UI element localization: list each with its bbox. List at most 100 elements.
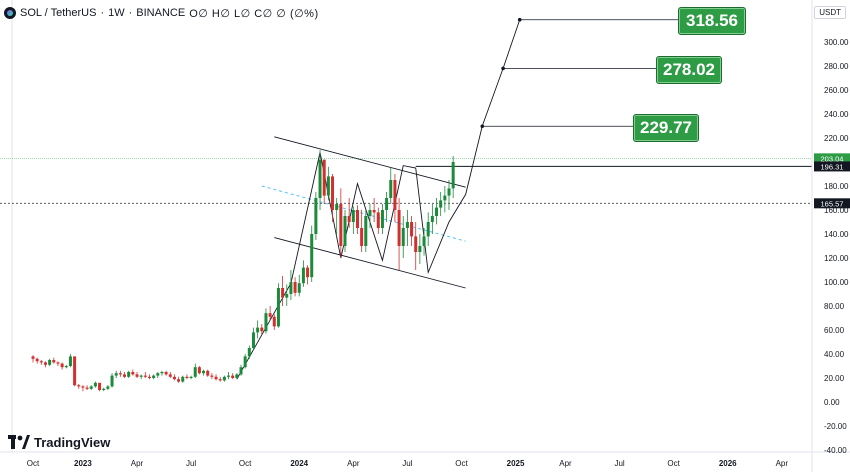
candle-body — [264, 313, 268, 332]
candle-body — [218, 379, 222, 381]
y-tick-label: 60.00 — [824, 326, 845, 335]
target-label-318: 318.56 — [678, 7, 746, 35]
candle-body — [443, 195, 447, 201]
candle-body — [343, 216, 347, 246]
price-tag-bg — [814, 198, 850, 209]
candle-body — [314, 198, 318, 234]
candle-body — [168, 374, 172, 377]
candle-body — [202, 370, 206, 374]
candle-body — [43, 362, 47, 365]
exchange-label: BINANCE — [136, 7, 186, 19]
symbol-header[interactable]: SOL / TetherUS · 1W · BINANCE O∅ H∅ L∅ C… — [4, 4, 323, 22]
y-tick-label: 280.00 — [824, 62, 849, 71]
candle-body — [426, 222, 430, 237]
candle-body — [239, 367, 243, 375]
y-tick-label: 0.00 — [824, 398, 840, 407]
drawing-lines — [0, 17, 812, 380]
candle-body — [372, 210, 376, 213]
candle-body — [335, 204, 339, 210]
candle-body — [389, 180, 393, 198]
candle-body — [376, 212, 380, 228]
candle-body — [410, 222, 414, 237]
candle-body — [385, 198, 389, 210]
candle-body — [260, 327, 264, 332]
candle-body — [110, 375, 114, 387]
candle-body — [251, 332, 255, 348]
candle-body — [272, 316, 276, 327]
candle-body — [143, 375, 147, 377]
candle-body — [331, 176, 335, 210]
candle-body — [326, 176, 330, 196]
candle-body — [247, 348, 251, 357]
candle-body — [73, 356, 77, 386]
x-tick-label: Apr — [559, 459, 572, 468]
y-tick-label: -20.00 — [824, 422, 847, 431]
candle-body — [131, 372, 135, 375]
candle-body — [147, 376, 151, 378]
price-tag-label: 165.57 — [821, 199, 844, 208]
candle-body — [422, 236, 426, 246]
tradingview-logo-text: TradingView — [34, 434, 111, 450]
candle-body — [77, 385, 81, 387]
candle-body — [243, 356, 247, 368]
candle-body — [164, 372, 168, 375]
candle-body — [64, 366, 68, 368]
candle-body — [285, 294, 289, 298]
target-dot — [480, 124, 485, 129]
candle-body — [135, 374, 139, 377]
candle-body — [276, 288, 280, 327]
candle-body — [306, 267, 310, 278]
candle-body — [81, 386, 85, 388]
candle-body — [189, 376, 193, 378]
tradingview-logo[interactable]: TradingView — [8, 433, 110, 451]
candle-body — [281, 288, 285, 298]
candle-body — [318, 159, 322, 198]
candle-body — [160, 372, 164, 374]
y-tick-label: 40.00 — [824, 350, 845, 359]
candle-body — [181, 376, 185, 382]
candle-body — [118, 373, 122, 375]
candle-body — [439, 200, 443, 208]
candle-body — [414, 236, 418, 252]
y-tick-label: 120.00 — [824, 254, 849, 263]
x-tick-label: 2026 — [719, 459, 737, 468]
candle-body — [289, 282, 293, 294]
target-label-278: 278.02 — [656, 56, 722, 84]
price-tag-bg — [814, 153, 850, 164]
candle-body — [435, 207, 439, 216]
x-tick-label: Oct — [27, 459, 40, 468]
candle-body — [156, 373, 160, 376]
price-tag-label: 196.31 — [821, 162, 844, 171]
candle-body — [368, 210, 372, 216]
y-tick-label: 260.00 — [824, 86, 849, 95]
candle-body — [56, 362, 60, 364]
y-tick-label: 220.00 — [824, 134, 849, 143]
channel-upper-line — [274, 136, 466, 188]
candle-body — [451, 162, 455, 189]
y-tick-label: 20.00 — [824, 374, 845, 383]
x-tick-label: 2024 — [290, 459, 308, 468]
candle-body — [85, 387, 89, 389]
currency-label[interactable]: USDT — [814, 6, 846, 19]
candle-body — [127, 372, 131, 377]
y-tick-label: 100.00 — [824, 278, 849, 287]
candle-body — [235, 374, 239, 378]
candle-body — [227, 375, 231, 377]
symbol-label[interactable]: SOL / TetherUS — [20, 7, 97, 19]
candle-body — [301, 267, 305, 284]
candle-body — [98, 382, 102, 390]
y-tick-label: 160.00 — [824, 206, 849, 215]
candle-body — [52, 360, 56, 363]
candle-body — [380, 210, 384, 228]
x-tick-label: 2025 — [507, 459, 525, 468]
candle-body — [214, 376, 218, 380]
y-tick-label: 180.00 — [824, 182, 849, 191]
target-label-229: 229.77 — [633, 114, 699, 142]
price-tag-bg — [814, 161, 850, 172]
interval-label[interactable]: 1W — [108, 7, 125, 19]
x-tick-label: Apr — [131, 459, 144, 468]
candle-body — [114, 373, 118, 376]
candle-body — [397, 210, 401, 246]
